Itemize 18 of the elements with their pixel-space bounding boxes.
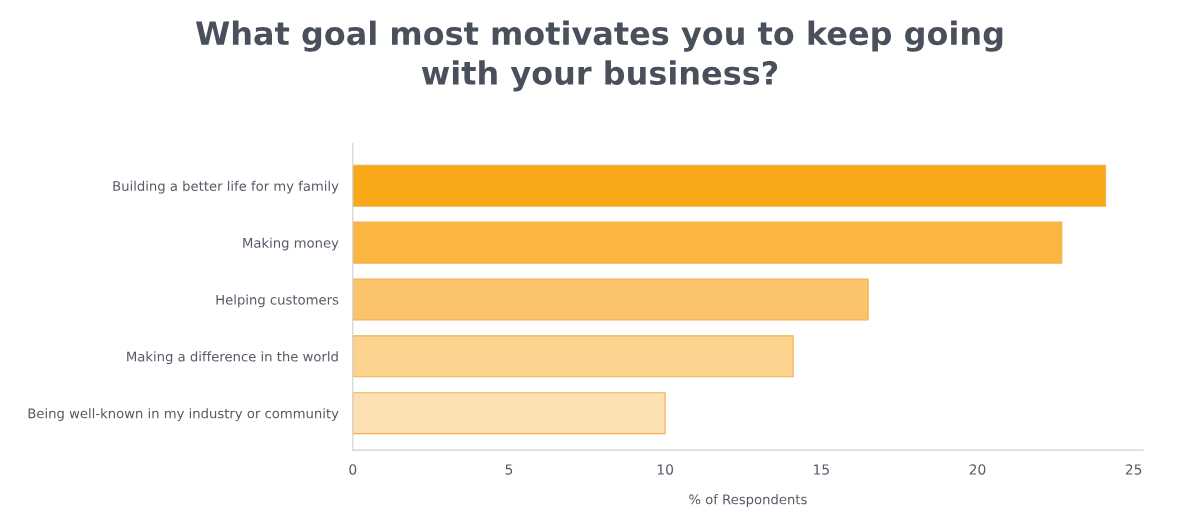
bar: [352, 278, 869, 321]
y-tick-label: Helping customers: [216, 294, 339, 308]
y-tick-label: Making money: [243, 237, 339, 251]
chart-title: What goal most motivates you to keep going with your business?: [195, 20, 1003, 92]
y-tick-label: Making a difference in the world: [127, 351, 338, 365]
x-tick-label: 10: [657, 464, 674, 475]
bar: [352, 164, 1107, 207]
x-tick-label: 15: [813, 464, 829, 475]
y-tick-label: Being well-known in my industry or community: [28, 408, 339, 421]
bar: [352, 221, 1063, 264]
x-tick-label: 25: [1125, 464, 1142, 475]
x-axis-title: % of Respondents: [689, 494, 807, 507]
y-tick-label: Building a better life for my family: [113, 180, 339, 194]
bar: [352, 335, 794, 378]
x-tick-label: 0: [349, 464, 357, 475]
bar: [352, 392, 666, 435]
x-tick-label: 5: [505, 464, 513, 475]
x-tick-label: 20: [969, 464, 986, 475]
